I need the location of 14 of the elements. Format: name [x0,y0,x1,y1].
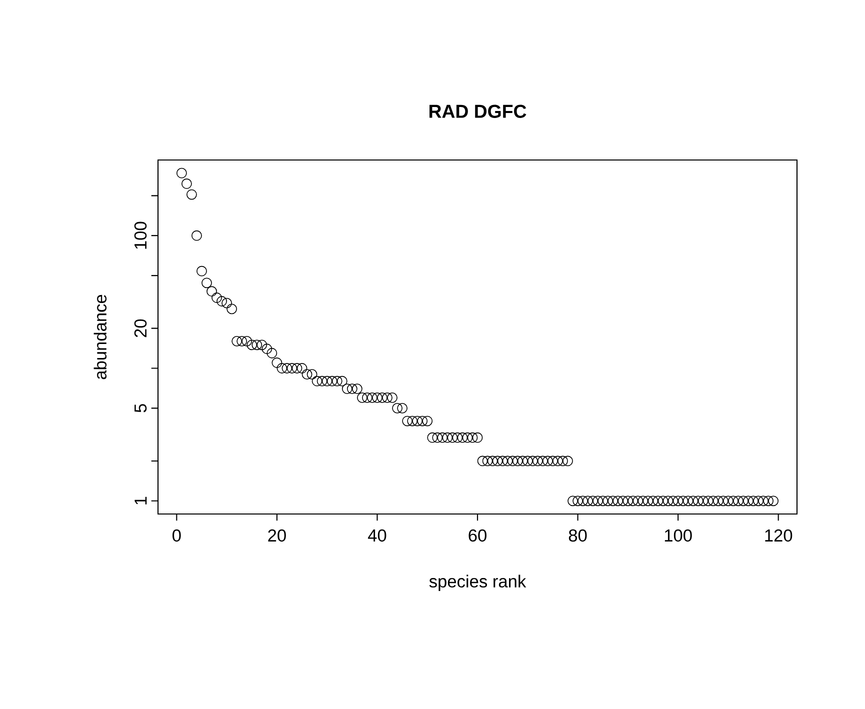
x-tick-label: 20 [268,529,286,542]
y-tick-label: 100 [134,222,147,249]
x-tick-label: 80 [568,529,587,542]
x-tick-label: 40 [368,529,386,542]
x-tick-label: 120 [765,529,792,542]
y-tick-label: 1 [134,496,147,504]
y-tick-label: 20 [134,319,147,338]
x-axis-title: species rank [429,574,526,591]
x-tick-label: 0 [172,529,181,542]
x-tick-label: 100 [664,529,692,542]
y-tick-label: 5 [134,404,147,412]
x-tick-label: 60 [468,529,486,542]
y-axis-title: abundance [94,294,107,380]
chart-title: RAD DGFC [430,104,526,118]
